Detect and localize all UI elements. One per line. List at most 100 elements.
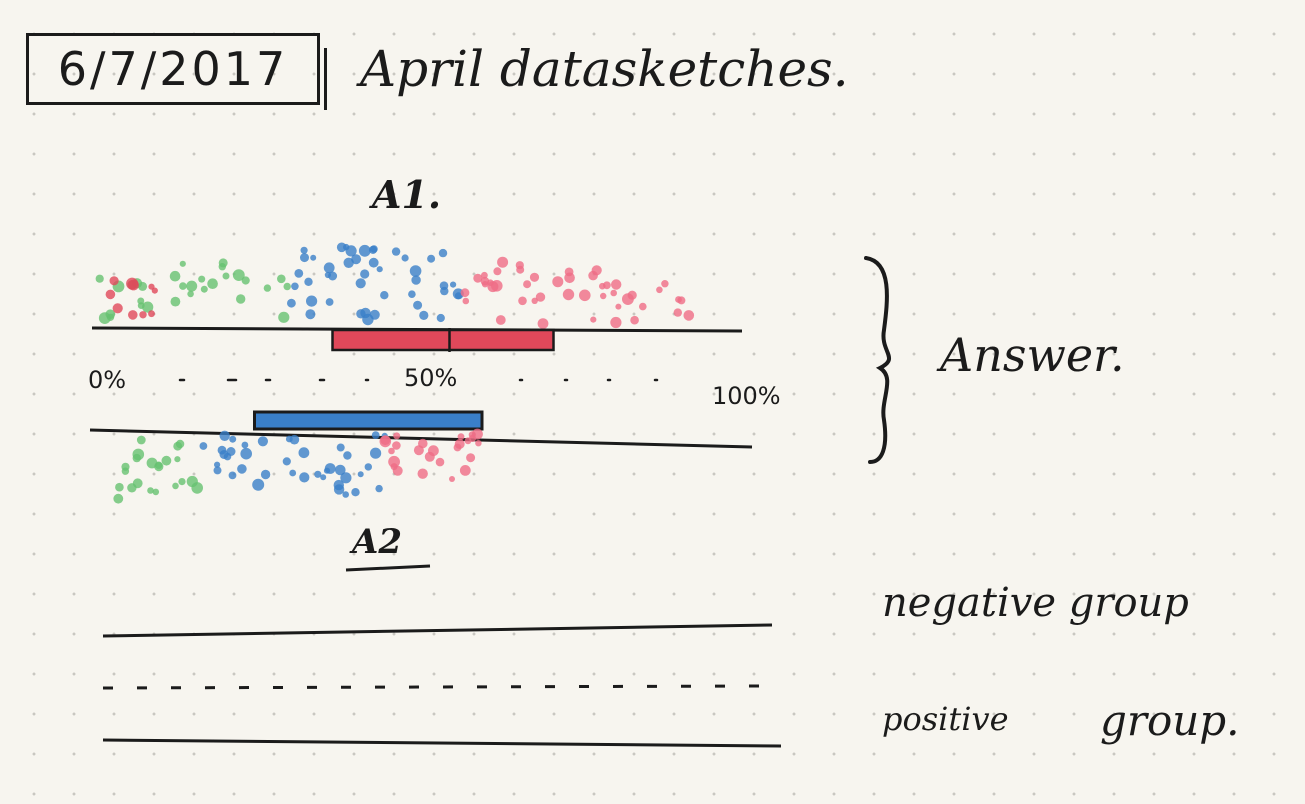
scatter-dot xyxy=(132,448,145,461)
scatter-dot xyxy=(376,266,383,273)
scatter-dot xyxy=(453,443,462,452)
scatter-dot xyxy=(340,472,352,484)
scatter-dot xyxy=(300,246,308,254)
scatter-dot xyxy=(298,447,310,459)
scatter-dot xyxy=(413,300,423,310)
scatter-dot xyxy=(214,461,221,468)
scatter-dot xyxy=(417,468,428,479)
scatter-dot xyxy=(241,441,249,449)
scatter-dot xyxy=(579,289,591,302)
scatter-dot xyxy=(656,286,663,294)
scatter-dot xyxy=(136,435,146,445)
scatter-dot xyxy=(457,433,465,441)
scatter-dot xyxy=(232,269,245,281)
scatter-dot xyxy=(673,308,682,317)
scatter-dot xyxy=(473,273,483,283)
scatter-dot xyxy=(148,310,155,318)
scatter-dot xyxy=(368,245,378,254)
scatter-dot xyxy=(615,303,622,310)
scatter-dot xyxy=(222,272,230,280)
scatter-dot xyxy=(115,482,124,492)
scatter-dot xyxy=(199,442,208,450)
scatter-dot xyxy=(436,313,445,323)
scatter-dot xyxy=(226,447,236,456)
scatter-dot xyxy=(627,290,637,300)
scatter-dot xyxy=(529,272,540,282)
scatter-dot xyxy=(186,475,198,488)
scatter-dot xyxy=(257,436,268,447)
scatter-dot xyxy=(121,467,130,475)
scatter-dot xyxy=(360,269,370,279)
scatter-dot xyxy=(459,465,471,476)
a1-lower-line xyxy=(89,428,753,449)
scatter-dot xyxy=(314,470,322,478)
scatter-dot xyxy=(537,318,549,329)
scatter-dot xyxy=(236,294,246,304)
scatter-dot xyxy=(128,310,138,320)
scatter-dot xyxy=(438,248,448,258)
scatter-dot xyxy=(468,434,477,442)
positive-group-label-word1: positive xyxy=(882,700,1009,738)
scatter-dot xyxy=(175,439,185,449)
scatter-dot xyxy=(179,260,186,267)
axis-tick-middle: 50% xyxy=(404,364,458,392)
scatter-dot xyxy=(132,478,143,489)
scatter-dot xyxy=(588,270,598,281)
scatter-dot xyxy=(148,283,155,290)
a1-red-bar xyxy=(331,328,555,352)
scatter-dot xyxy=(147,487,154,494)
scatter-dot xyxy=(146,457,158,469)
scatter-dot xyxy=(460,288,470,298)
axis-tick-start: 0% xyxy=(88,366,127,394)
answer-label: Answer. xyxy=(940,328,1125,382)
scatter-dot xyxy=(392,465,403,476)
scatter-dot xyxy=(112,303,123,314)
scatter-dot xyxy=(237,464,247,474)
scatter-dot xyxy=(531,297,538,304)
scatter-dot xyxy=(427,254,436,263)
scatter-dot xyxy=(139,311,147,319)
section-label-a1: A1. xyxy=(372,172,442,217)
scatter-dot xyxy=(466,453,476,463)
scatter-dot xyxy=(393,432,401,440)
scatter-dot xyxy=(370,447,382,459)
scatter-dot xyxy=(564,272,575,284)
scatter-dot xyxy=(325,298,334,306)
a2-dashed-axis xyxy=(102,684,761,690)
scatter-dot xyxy=(535,292,546,302)
section-label-a2: A2 xyxy=(352,522,403,562)
scatter-dot xyxy=(186,280,198,292)
scatter-dot xyxy=(310,254,317,261)
scatter-dot xyxy=(343,243,350,251)
scatter-dot xyxy=(610,289,617,297)
scatter-dot xyxy=(161,455,172,466)
scatter-dot xyxy=(240,447,252,460)
scatter-dot xyxy=(590,316,597,323)
scatter-dot xyxy=(409,265,422,277)
scatter-dot xyxy=(450,281,457,288)
scatter-dot xyxy=(228,471,237,480)
scatter-dot xyxy=(198,275,206,283)
scatter-dot xyxy=(285,435,293,443)
scatter-dot xyxy=(379,435,392,448)
page-title: April datasketches. xyxy=(360,40,849,98)
scatter-dot xyxy=(358,244,371,257)
scatter-dot xyxy=(333,484,345,495)
scatter-dot xyxy=(213,466,222,475)
scatter-dot xyxy=(428,445,439,457)
scatter-dot xyxy=(487,279,494,287)
scatter-dot xyxy=(282,457,291,466)
scatter-dot xyxy=(179,282,187,290)
scatter-dot xyxy=(391,247,401,256)
negative-group-label: negative group xyxy=(882,580,1189,626)
scatter-dot xyxy=(320,474,327,481)
scatter-dot xyxy=(278,311,290,323)
scatter-dot xyxy=(493,267,502,276)
scatter-dot xyxy=(413,445,424,456)
scatter-dot xyxy=(218,263,226,271)
scatter-dot xyxy=(497,256,509,268)
scatter-dot xyxy=(371,431,380,439)
scatter-dot xyxy=(294,269,304,278)
scatter-dot xyxy=(291,282,299,291)
scatter-dot xyxy=(435,457,445,467)
